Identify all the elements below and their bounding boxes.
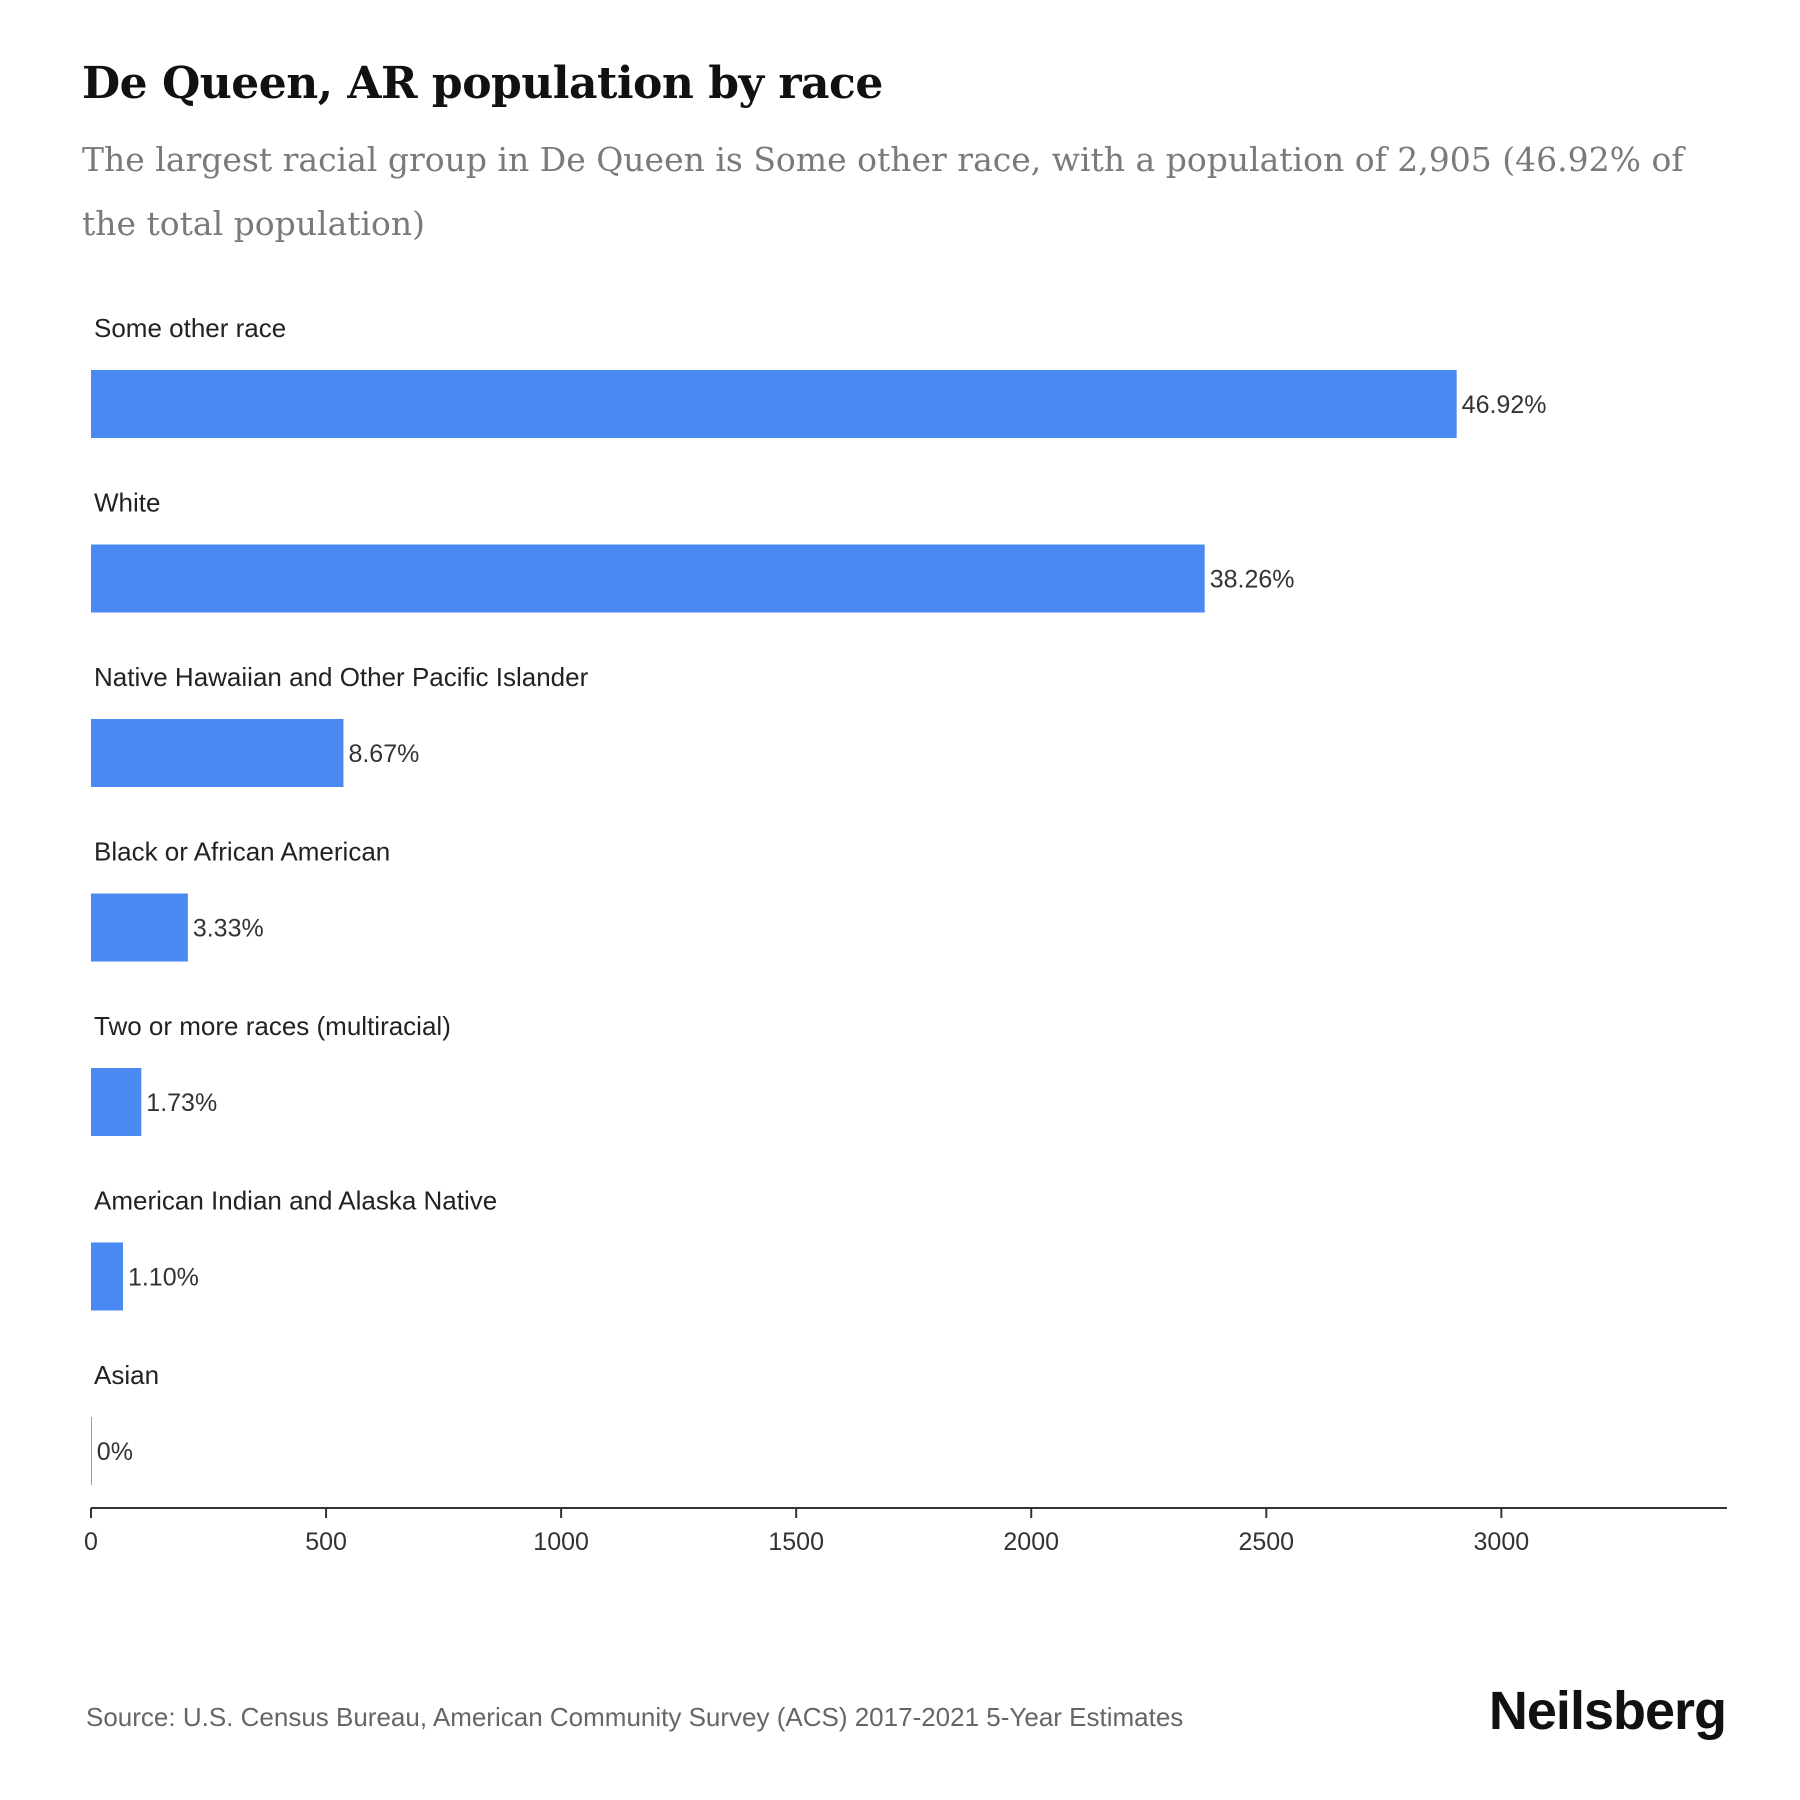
x-tick-label: 2000: [1003, 1528, 1059, 1556]
neilsberg-logo: Neilsberg: [1488, 1681, 1727, 1741]
value-label: 1.73%: [146, 1089, 217, 1117]
x-tick-label: 0: [84, 1528, 98, 1556]
value-label: 46.92%: [1462, 391, 1547, 419]
bar: [91, 893, 188, 962]
category-label: Two or more races (multiracial): [94, 1011, 451, 1041]
category-label: Asian: [94, 1360, 159, 1390]
value-label: 1.10%: [128, 1264, 199, 1292]
bar: [91, 719, 344, 787]
x-tick-label: 1000: [533, 1528, 589, 1556]
value-label: 3.33%: [193, 915, 264, 943]
x-tick-label: 500: [305, 1528, 347, 1556]
category-label: Black or African American: [94, 837, 390, 867]
bar: [91, 370, 1457, 438]
bar: [91, 1417, 92, 1485]
x-tick-label: 1500: [768, 1528, 824, 1556]
category-label: Some other race: [94, 313, 286, 343]
bar: [91, 1242, 123, 1311]
chart-title: De Queen, AR population by race: [82, 58, 883, 109]
category-label: Native Hawaiian and Other Pacific Island…: [94, 662, 589, 692]
category-label: White: [94, 488, 160, 518]
bar-chart: Some other race 46.92% White 38.26% Native H…: [84, 313, 1727, 1556]
category-label: American Indian and Alaska Native: [94, 1186, 497, 1216]
value-label: 8.67%: [348, 740, 419, 768]
source-note: Source: U.S. Census Bureau, American Com…: [86, 1702, 1184, 1732]
chart-subtitle: The largest racial group in De Queen is …: [82, 140, 1684, 243]
bar: [91, 544, 1205, 613]
x-tick-label: 2500: [1238, 1528, 1294, 1556]
x-tick-label: 3000: [1474, 1528, 1530, 1556]
bar: [91, 1068, 142, 1136]
value-label: 0%: [97, 1438, 133, 1466]
value-label: 38.26%: [1210, 566, 1295, 594]
